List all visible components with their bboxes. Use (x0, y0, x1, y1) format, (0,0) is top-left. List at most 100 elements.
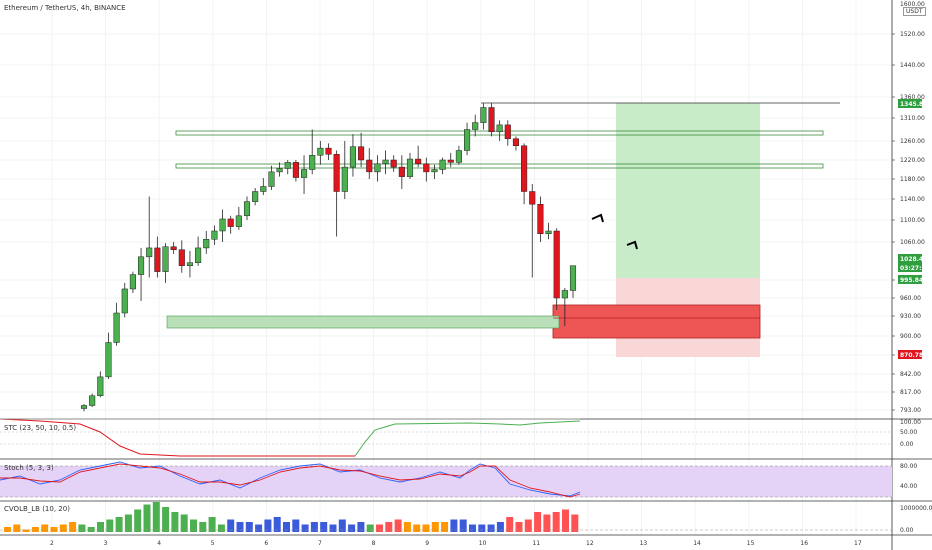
candle-body (333, 154, 340, 192)
candle-body (569, 265, 577, 291)
y-tick-label: 1060.00 (900, 239, 925, 246)
candle (146, 196, 153, 278)
volume-bar (22, 529, 30, 532)
volume-bar (496, 522, 504, 532)
candle (243, 196, 251, 220)
volume-bar (403, 522, 411, 532)
candles-group (80, 103, 577, 412)
candle-body (382, 159, 389, 165)
candle-body (317, 147, 324, 156)
candle-body (203, 239, 210, 249)
candle-body (349, 146, 356, 168)
candle (561, 287, 568, 326)
volume-bar (106, 519, 114, 532)
y-tick-label: 1140.00 (900, 196, 925, 203)
candle (455, 145, 462, 165)
entry-zone (552, 304, 761, 339)
x-tick-label: 17 (854, 540, 862, 547)
candle (480, 103, 487, 130)
annotation-mark-2 (626, 240, 638, 250)
candle (252, 188, 259, 206)
sub-tick-label: 0.00 (900, 441, 914, 448)
volume-bar (115, 517, 123, 532)
volume-bar (543, 514, 551, 532)
stc-line-green (354, 420, 581, 457)
x-tick-label: 2 (50, 540, 54, 547)
volume-bar (273, 517, 281, 532)
candle (325, 143, 332, 160)
candle (553, 228, 560, 310)
volume-bar (124, 514, 132, 532)
volume-bar (329, 524, 337, 532)
candle-body (472, 122, 479, 130)
candle (154, 236, 161, 278)
candle (406, 152, 414, 179)
candle-body (268, 171, 275, 187)
candle (390, 155, 397, 172)
volume-bar (459, 519, 467, 532)
x-tick-label: 9 (425, 540, 429, 547)
candle (398, 155, 405, 189)
volume-bar (13, 524, 21, 532)
volume-bar (152, 502, 160, 532)
time-axis: 2 3 4 5 6 7 8 9 10 11 12 13 14 15 16 17 (50, 540, 862, 547)
x-tick-label: 13 (640, 540, 648, 547)
candle-body (488, 107, 495, 133)
candle-body (374, 163, 381, 173)
candle-body (80, 405, 88, 409)
candle (203, 231, 210, 254)
entry-price-badge: 995.84 (898, 275, 923, 284)
candle (89, 393, 96, 407)
stoch-panel (0, 461, 892, 498)
candle (317, 141, 324, 165)
volume-bar (162, 507, 170, 532)
candle (569, 265, 577, 298)
volume-bar (245, 522, 253, 532)
volume-bar (357, 522, 365, 532)
volume-bar (69, 522, 77, 532)
sub-tick-label: 1000000.00 (900, 505, 932, 512)
volume-bar (4, 527, 11, 532)
volume-bar (180, 514, 188, 532)
candle (138, 247, 145, 301)
candle (512, 136, 520, 151)
candle (537, 196, 544, 242)
symbol-title: Ethereum / TetherUS, 4h, BINANCE (4, 4, 126, 12)
candle-body (439, 159, 446, 170)
candle-body (341, 166, 348, 192)
x-tick-label: 16 (800, 540, 808, 547)
long-target-zone (616, 103, 760, 278)
x-tick-label: 8 (372, 540, 376, 547)
volume-bar (190, 519, 197, 532)
candle-body (252, 191, 259, 202)
stc-line-red (0, 418, 355, 457)
annotation-mark-1 (591, 213, 604, 223)
candle (97, 371, 104, 398)
x-tick-label: 5 (211, 540, 215, 547)
volume-bar (310, 522, 318, 532)
x-tick-label: 7 (318, 540, 322, 547)
y-tick-label: 1520.00 (900, 31, 925, 38)
sub-tick-label: 100.00 (900, 419, 921, 426)
volume-bar (469, 524, 476, 532)
volume-bar (227, 519, 235, 532)
resistance-band-2 (175, 163, 824, 169)
svg-text:995.84: 995.84 (900, 277, 923, 284)
candle (472, 114, 479, 137)
currency-badge[interactable]: USDT (903, 7, 926, 16)
candle-body (292, 162, 299, 178)
candle-body (431, 169, 438, 173)
candle-body (406, 158, 414, 177)
candle-body (415, 158, 422, 165)
y-tick-label: 900.00 (900, 333, 921, 340)
candle (415, 145, 422, 168)
stoch-d-line (0, 463, 581, 498)
candle (301, 155, 308, 194)
x-tick-label: 15 (747, 540, 755, 547)
y-tick-label: 1440.00 (900, 62, 925, 69)
candle-body (325, 147, 332, 155)
volume-bar (143, 504, 151, 532)
candle (341, 141, 348, 199)
y-tick-label: 842.00 (900, 371, 921, 378)
